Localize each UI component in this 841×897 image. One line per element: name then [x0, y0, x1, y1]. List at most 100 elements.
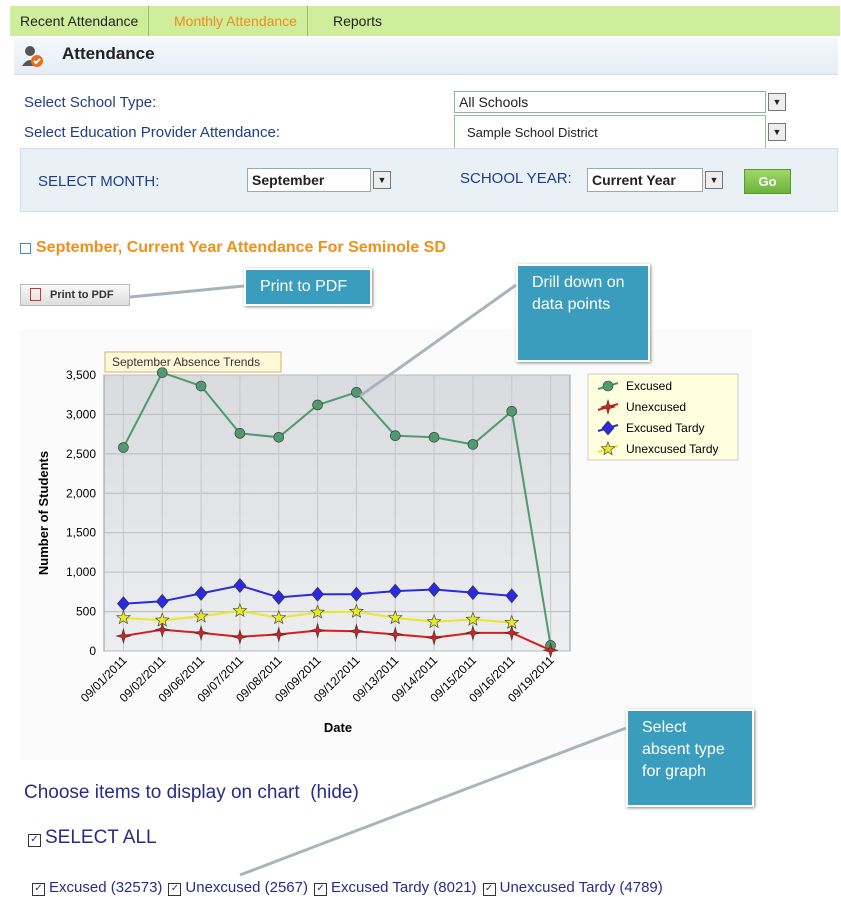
- field-label: SELECT MONTH:: [38, 173, 160, 190]
- data-point: [311, 586, 324, 602]
- data-point: [467, 439, 479, 450]
- legend-label: Excused: [626, 379, 672, 393]
- data-point: [273, 431, 285, 443]
- item[interactable]: ✓ Excused (32573): [32, 879, 162, 896]
- data-point: [349, 603, 364, 618]
- data-point: [426, 613, 442, 629]
- data-point: [388, 583, 402, 599]
- data-point: [387, 626, 404, 643]
- checkbox[interactable]: ✓: [32, 883, 45, 896]
- connector: [129, 284, 245, 299]
- data-point: [465, 611, 481, 626]
- data-point: [351, 387, 362, 398]
- callout: Select absent type for graph: [626, 709, 754, 807]
- data-point: [542, 642, 559, 659]
- data-point: [270, 626, 287, 643]
- item-label[interactable]: Excused (32573): [49, 879, 163, 896]
- field-label: Select School Type:: [24, 94, 157, 111]
- item-list: ✓ Excused (32573) ✓ Unexcused (2567) ✓ Excuse…: [32, 879, 669, 896]
- select-school-type[interactable]: All Schools: [454, 91, 766, 113]
- header-bar: [14, 38, 838, 75]
- choose-text: Choose items to display on chart (hide): [24, 782, 359, 804]
- data-point: [193, 624, 210, 642]
- legend: [587, 373, 739, 461]
- data-point: [155, 593, 169, 609]
- item-label[interactable]: Unexcused (2567): [185, 879, 308, 896]
- data-point: [310, 604, 325, 619]
- y-tick-label: 2,000: [66, 486, 96, 500]
- tab[interactable]: Recent Attendance: [10, 6, 150, 36]
- data-point: [193, 608, 209, 623]
- data-point: [428, 431, 440, 443]
- item-label[interactable]: Unexcused Tardy (4789): [499, 879, 663, 896]
- series-line: [122, 371, 552, 646]
- data-point: [156, 367, 168, 378]
- y-axis-label: Number of Students: [36, 451, 51, 575]
- legend-label: Excused Tardy: [626, 421, 705, 435]
- data-point: [505, 588, 519, 604]
- data-point: [272, 589, 286, 605]
- y-tick-label: 0: [89, 644, 96, 658]
- data-point: [506, 405, 518, 417]
- data-point: [233, 578, 247, 594]
- select-all[interactable]: ✓ SELECT ALL: [28, 827, 157, 849]
- field-label: Select Education Provider Attendance:: [24, 124, 280, 141]
- dropdown-arrow[interactable]: ▼: [373, 171, 391, 189]
- data-point: [389, 430, 401, 442]
- data-point: [194, 585, 208, 601]
- data-point: [118, 442, 129, 453]
- item[interactable]: ✓ Excused Tardy (8021): [313, 879, 477, 896]
- chart: September Absence Trends Date Number of …: [20, 330, 752, 760]
- data-point: [427, 582, 441, 597]
- legend-label: Unexcused Tardy: [626, 442, 719, 456]
- collapse-icon[interactable]: [20, 243, 31, 254]
- data-point: [504, 614, 520, 629]
- checkbox[interactable]: ✓: [28, 834, 41, 847]
- tab[interactable]: Monthly Attendance: [164, 6, 308, 36]
- data-point: [466, 585, 480, 601]
- legend-marker: [600, 441, 616, 456]
- data-point: [234, 428, 246, 439]
- legend-marker: [601, 420, 615, 436]
- hide-link[interactable]: (hide): [310, 782, 359, 803]
- data-point: [503, 624, 520, 642]
- select-all-label[interactable]: SELECT ALL: [45, 827, 157, 848]
- data-point: [195, 380, 207, 392]
- data-point: [115, 610, 131, 625]
- print-button-label[interactable]: Print to PDF: [50, 289, 114, 301]
- y-tick-label: 500: [76, 605, 96, 619]
- checkbox[interactable]: ✓: [313, 883, 327, 896]
- dropdown-arrow[interactable]: ▼: [768, 123, 786, 141]
- select-month[interactable]: September: [247, 168, 371, 192]
- tab[interactable]: Reports: [333, 13, 383, 29]
- x-axis-label: Date: [324, 720, 352, 735]
- y-tick-label: 3,000: [66, 407, 96, 421]
- callout: Drill down on data points: [516, 264, 650, 362]
- go-button[interactable]: Go: [744, 169, 791, 194]
- checkbox[interactable]: ✓: [168, 883, 182, 896]
- dropdown-arrow[interactable]: ▼: [705, 171, 723, 189]
- field-label: SCHOOL YEAR:: [460, 170, 572, 187]
- data-point: [154, 612, 170, 627]
- header-title: Attendance: [62, 44, 155, 63]
- checkbox[interactable]: ✓: [482, 883, 496, 896]
- data-point: [115, 627, 132, 645]
- data-point: [348, 623, 365, 640]
- data-point: [271, 610, 287, 625]
- section-heading: September, Current Year Attendance For S…: [36, 239, 446, 256]
- dropdown-arrow[interactable]: ▼: [768, 93, 786, 111]
- data-point: [312, 399, 323, 411]
- pdf-icon: [30, 288, 41, 301]
- attendance-icon: [22, 46, 43, 67]
- y-tick-label: 1,500: [66, 526, 96, 540]
- item[interactable]: ✓ Unexcused (2567): [168, 879, 308, 896]
- print-button[interactable]: [20, 284, 130, 306]
- select-year[interactable]: Current Year: [587, 168, 703, 192]
- plot-area: [103, 374, 571, 652]
- select-provider[interactable]: Sample School District: [454, 115, 766, 150]
- chart-title: September Absence Trends: [112, 355, 260, 369]
- item[interactable]: ✓ Unexcused Tardy (4789): [482, 879, 663, 896]
- data-point: [231, 628, 248, 645]
- item-label[interactable]: Excused Tardy (8021): [330, 879, 477, 896]
